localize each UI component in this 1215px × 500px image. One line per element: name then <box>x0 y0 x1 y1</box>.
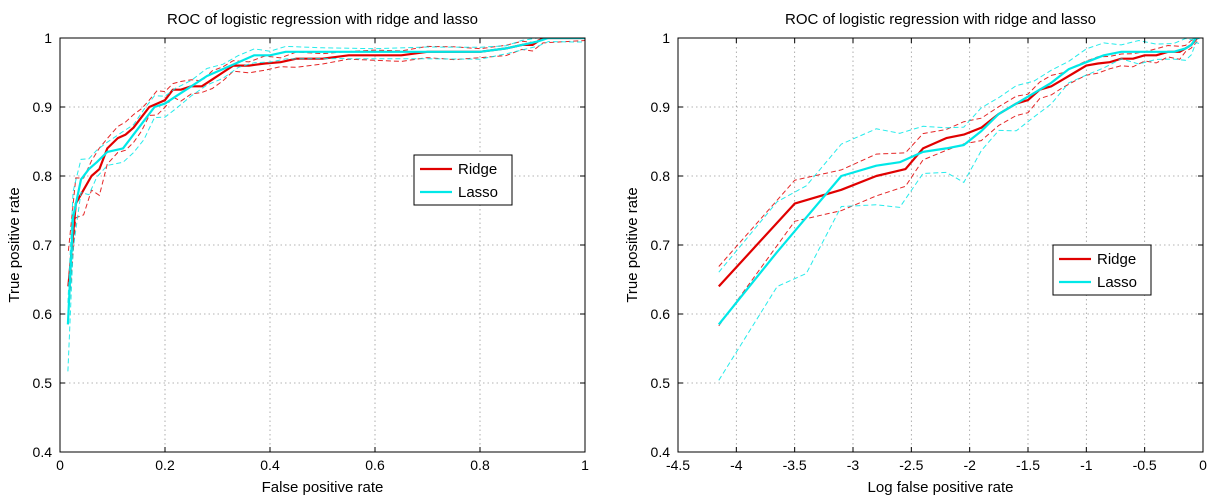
y-tick-label: 0.9 <box>33 99 53 115</box>
x-tick-label: 0.2 <box>155 457 175 473</box>
series-band-upper-ridge <box>67 38 585 251</box>
y-tick-label: 0.5 <box>33 375 53 391</box>
series-band-upper-lasso <box>718 38 1200 273</box>
x-tick-label: -1 <box>1080 457 1093 473</box>
series-line-lasso <box>66 38 585 325</box>
x-tick-label: 1 <box>581 457 589 473</box>
x-tick-label: -3 <box>847 457 860 473</box>
roc-panel-log: ROC of logistic regression with ridge an… <box>624 11 1207 496</box>
x-tick-label: -4.5 <box>666 457 690 473</box>
series-line-ridge <box>717 38 1199 288</box>
x-tick-label: -1.5 <box>1016 457 1040 473</box>
legend-box <box>1052 244 1152 296</box>
x-tick-label: 0 <box>56 457 64 473</box>
plot-area <box>717 38 1200 381</box>
x-tick-label: 0.4 <box>260 457 280 473</box>
legend-label-ridge: Ridge <box>1097 251 1136 268</box>
y-tick-label: 0.8 <box>651 168 671 184</box>
chart-title: ROC of logistic regression with ridge an… <box>167 11 478 28</box>
x-tick-label: -2.5 <box>899 457 923 473</box>
series-band-lower-lasso <box>718 41 1200 381</box>
y-tick-label: 0.7 <box>33 237 53 253</box>
series-band-upper-lasso <box>67 38 585 303</box>
series-line-lasso <box>717 38 1200 326</box>
x-tick-label: -4 <box>730 457 743 473</box>
x-tick-label: 0.6 <box>365 457 385 473</box>
x-tick-label: -0.5 <box>1133 457 1157 473</box>
y-tick-label: 1 <box>44 30 52 46</box>
y-tick-label: 0.6 <box>651 306 671 322</box>
y-axis-label: True positive rate <box>624 187 641 302</box>
legend-label-lasso: Lasso <box>1097 274 1137 291</box>
x-tick-label: 0 <box>1199 457 1207 473</box>
y-tick-label: 0.8 <box>33 168 53 184</box>
y-tick-label: 0.7 <box>651 237 671 253</box>
x-tick-label: -3.5 <box>783 457 807 473</box>
x-axis-label: Log false positive rate <box>868 479 1014 496</box>
roc-panel-linear: ROC of logistic regression with ridge an… <box>6 11 589 496</box>
x-tick-label: -2 <box>963 457 976 473</box>
x-tick-label: 0.8 <box>470 457 490 473</box>
x-axis-label: False positive rate <box>262 479 384 496</box>
legend-label-ridge: Ridge <box>458 161 497 178</box>
y-tick-label: 0.4 <box>651 444 671 460</box>
y-tick-label: 0.4 <box>33 444 53 460</box>
legend-label-lasso: Lasso <box>458 184 498 201</box>
legend: Ridge Lasso <box>1052 244 1152 296</box>
series-band-lower-ridge <box>67 40 585 315</box>
legend: Ridge Lasso <box>413 154 513 206</box>
y-tick-label: 1 <box>662 30 670 46</box>
y-tick-label: 0.9 <box>651 99 671 115</box>
series-band-upper-ridge <box>718 38 1198 267</box>
y-tick-label: 0.6 <box>33 306 53 322</box>
series-band-lower-lasso <box>67 41 585 372</box>
chart-title: ROC of logistic regression with ridge an… <box>785 11 1096 28</box>
y-tick-label: 0.5 <box>651 375 671 391</box>
series-band-lower-ridge <box>718 41 1198 327</box>
legend-box <box>413 154 513 206</box>
plot-area <box>66 38 585 372</box>
y-axis-label: True positive rate <box>6 187 23 302</box>
